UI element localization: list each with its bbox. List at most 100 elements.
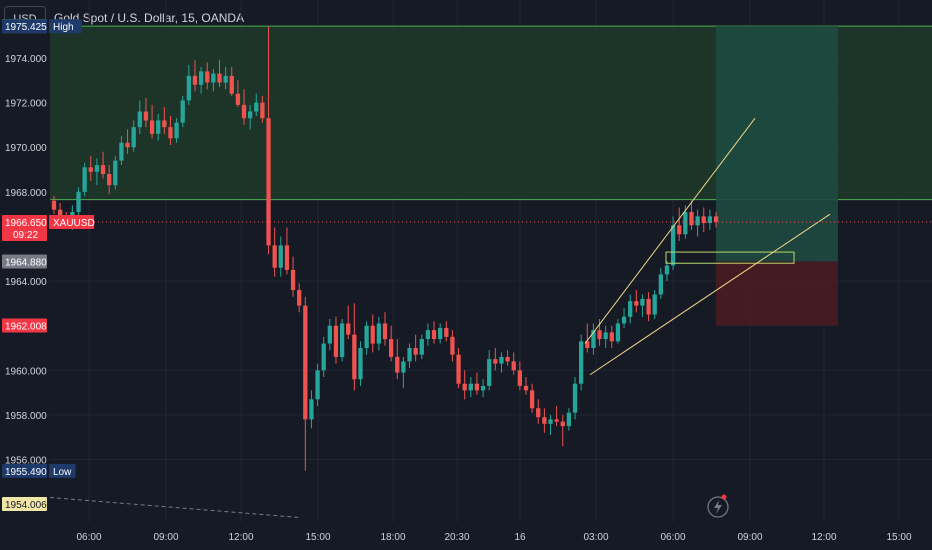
price-badge-tag: Low: [53, 467, 72, 478]
candle-body: [217, 73, 222, 83]
candle: [579, 334, 584, 391]
candle-body: [174, 122, 179, 139]
candle: [560, 414, 565, 447]
candle-body: [278, 245, 283, 268]
candle: [168, 116, 173, 145]
candle-body: [609, 332, 614, 342]
candle-body: [554, 419, 559, 422]
candle-body: [677, 225, 682, 235]
candle-body: [395, 356, 400, 373]
candle-body: [241, 104, 247, 119]
candle: [94, 158, 100, 186]
candle-body: [107, 174, 112, 186]
candle: [346, 305, 351, 340]
candle-body: [487, 359, 492, 386]
candle-body: [713, 216, 719, 222]
candle: [198, 66, 204, 94]
candle: [615, 319, 621, 344]
candle: [137, 100, 142, 134]
lower-trendline: [589, 213, 831, 376]
candle: [211, 69, 216, 92]
candle: [370, 314, 375, 353]
candle: [156, 113, 161, 141]
candle: [223, 66, 228, 90]
time-axis-label: 09:00: [737, 532, 762, 543]
price-badge-bg: [2, 19, 47, 34]
candle: [695, 209, 700, 237]
price-badge-bg: [2, 254, 47, 269]
candle: [174, 118, 179, 143]
candle: [554, 406, 559, 427]
candle-body: [51, 200, 57, 210]
candle: [566, 408, 572, 431]
time-axis-label: 18:00: [380, 532, 405, 543]
candle: [192, 60, 198, 92]
candle-body: [358, 348, 363, 380]
candle-body: [198, 71, 204, 85]
candle: [303, 296, 308, 471]
candle-body: [119, 142, 124, 161]
time-axis-label: 20:30: [444, 532, 469, 543]
candle: [591, 323, 596, 355]
candle-body: [266, 118, 271, 246]
candle: [376, 316, 382, 351]
candle: [572, 377, 578, 420]
candle-body: [707, 216, 713, 224]
candle: [51, 196, 57, 215]
candle-body: [339, 323, 345, 357]
candle: [609, 325, 614, 348]
candle-body: [462, 383, 467, 391]
candle: [419, 334, 424, 360]
price-badge-tag: XAUUSD: [53, 218, 95, 229]
candle-body: [57, 209, 63, 217]
candle-body: [254, 102, 259, 112]
candle-body: [499, 356, 504, 364]
candle: [352, 303, 357, 391]
candle: [444, 321, 449, 342]
candle-body: [536, 408, 541, 418]
candle-body: [523, 385, 529, 391]
candle-body: [634, 301, 639, 306]
candle-body: [113, 160, 118, 186]
price-badge: 1955.490 Low: [2, 463, 76, 478]
candle: [407, 343, 412, 369]
candle-body: [401, 361, 406, 373]
candle-body: [88, 167, 93, 172]
candle-body: [143, 111, 149, 121]
candle: [438, 323, 443, 344]
candle: [664, 261, 670, 282]
candle: [235, 80, 241, 108]
candle: [260, 95, 265, 123]
candle: [480, 379, 486, 398]
candle: [125, 129, 130, 154]
candle: [487, 350, 492, 391]
candle: [707, 209, 713, 230]
candle-body: [180, 100, 185, 123]
candle: [315, 363, 320, 406]
price-badge-value: 1975.425: [5, 22, 47, 33]
candle: [401, 356, 406, 389]
candle-body: [431, 330, 437, 340]
candle: [505, 350, 510, 366]
candle-body: [284, 245, 290, 270]
candle-body: [309, 399, 314, 420]
candle-body: [695, 216, 700, 226]
price-badge: 1964.880: [2, 254, 47, 269]
candle-body: [579, 341, 584, 384]
entry-highlight-box: [665, 251, 795, 264]
flash-icon-ring: [707, 496, 729, 518]
candle: [542, 408, 547, 433]
candle-body: [585, 341, 590, 348]
candle: [327, 319, 332, 351]
candle-body: [205, 71, 210, 83]
price-axis-label: 1958.000: [5, 411, 47, 422]
candle: [493, 348, 498, 371]
price-axis-label: 1960.000: [5, 366, 47, 377]
candle-body: [511, 361, 516, 371]
candle-body: [517, 370, 522, 386]
candle: [499, 352, 504, 373]
candle-body: [156, 120, 161, 134]
price-badge: 1962.008: [2, 318, 47, 333]
candle-body: [82, 167, 87, 192]
